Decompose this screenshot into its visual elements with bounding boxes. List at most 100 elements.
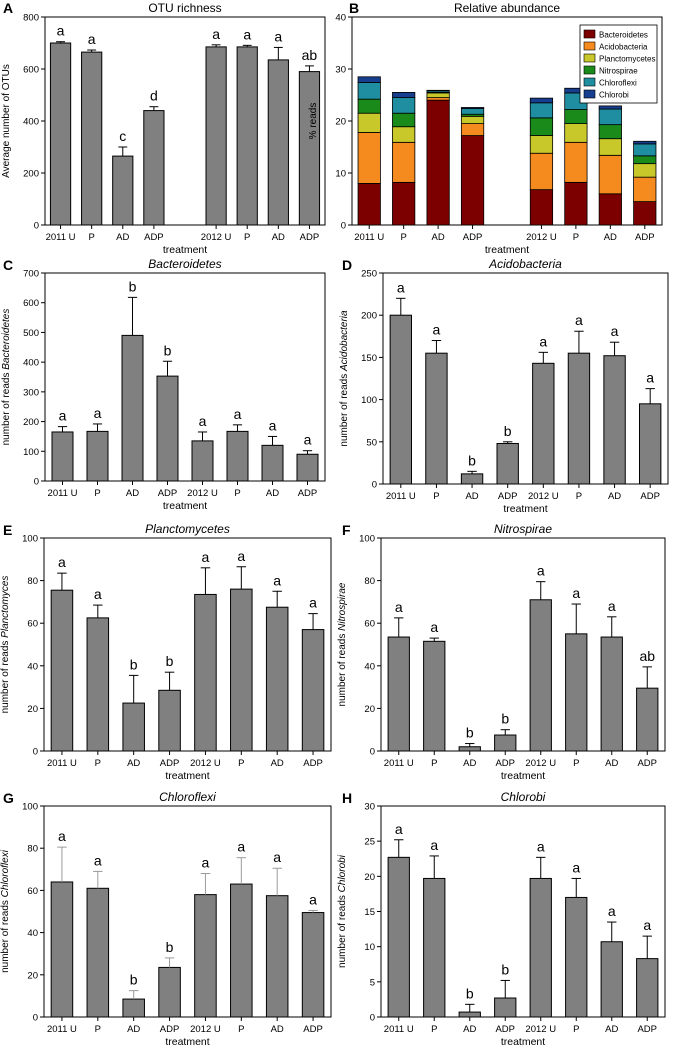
stack-segment-nitrospirae	[564, 109, 588, 124]
significance-letter: b	[130, 972, 138, 988]
significance-letter: a	[537, 838, 545, 854]
significance-letter: ab	[639, 648, 655, 664]
legend-swatch	[583, 41, 596, 51]
x-axis-label: treatment	[165, 1036, 209, 1048]
stack-segment-planctomycetes	[598, 138, 622, 156]
significance-letter: a	[58, 554, 66, 570]
bar-6	[230, 588, 253, 752]
x-axis-label: treatment	[501, 1036, 545, 1048]
legend-swatch	[583, 53, 596, 63]
bar-1	[389, 314, 412, 485]
y-tick-label: 600	[23, 65, 39, 76]
legend-swatch	[583, 77, 596, 87]
stack-segment-acidobacteria	[633, 176, 657, 203]
x-tick-label: 2012 U	[190, 1024, 221, 1035]
bar-7	[265, 606, 289, 752]
y-axis-label-prefix: number of reads	[0, 638, 11, 714]
legend-label: Nitrospirae	[599, 67, 638, 76]
panel-d: D Acidobacteria 0 50 100 150 200 250 number of r…	[339, 257, 669, 515]
y-tick-label: 0	[370, 747, 375, 758]
legend-label: Chloroflexi	[599, 79, 637, 88]
stack-segment-acidobacteria	[598, 154, 622, 195]
y-axis-label-prefix: number of reads	[337, 892, 348, 968]
y-tick-label: 60	[27, 886, 38, 897]
x-tick-label: 2012 U	[525, 1024, 556, 1035]
x-tick-label: AD	[463, 758, 476, 769]
significance-letter: a	[304, 432, 312, 448]
bar-1	[387, 636, 410, 752]
y-tick-label: 200	[23, 169, 39, 180]
legend-label: Planctomycetes	[599, 55, 655, 64]
y-tick-label: 40	[27, 928, 38, 939]
chart-title: Chloroflexi	[159, 790, 216, 804]
significance-letter: b	[164, 342, 172, 358]
stack-segment-acidobacteria	[564, 141, 588, 183]
y-axis-label-taxon: Chlorobi	[337, 854, 348, 892]
stack-segment-bacteroidetes	[529, 189, 554, 226]
x-tick-label: P	[431, 1024, 437, 1035]
significance-letter: a	[199, 413, 207, 429]
bar-6	[230, 883, 253, 1018]
y-tick-label: 200	[23, 417, 39, 428]
y-tick-label: 100	[22, 534, 38, 545]
stack-segment-chlorobi	[633, 140, 657, 145]
y-tick-label: 20	[335, 117, 346, 128]
significance-letter: b	[504, 423, 512, 439]
significance-letter: b	[129, 278, 137, 294]
x-tick-label: AD	[432, 232, 445, 243]
x-tick-label: 2012 U	[526, 232, 557, 243]
stack-segment-planctomycetes	[460, 115, 485, 124]
significance-letter: a	[94, 852, 102, 868]
y-axis-label-prefix: number of reads	[1, 370, 12, 446]
x-tick-label: 2012 U	[190, 758, 221, 769]
significance-letter: a	[202, 549, 210, 565]
y-tick-label: 400	[23, 358, 39, 369]
stack-segment-planctomycetes	[529, 135, 554, 154]
y-axis-label: number of reads Acidobacteria	[339, 310, 350, 447]
bar-1	[50, 589, 74, 752]
significance-letter: a	[572, 859, 580, 875]
y-axis-label: number of reads Bacteroidetes	[1, 309, 12, 446]
panel-letter: D	[342, 257, 352, 273]
bar-8	[639, 403, 662, 485]
stack-segment-acidobacteria	[529, 152, 554, 191]
bar-4	[496, 442, 519, 485]
x-tick-label: AD	[271, 758, 284, 769]
y-axis-label-prefix: number of reads	[337, 631, 348, 707]
y-tick-label: 50	[366, 437, 377, 448]
stack-segment-nitrospirae	[357, 98, 381, 114]
panel-letter: F	[342, 522, 351, 538]
bar-4	[494, 997, 517, 1018]
x-tick-label: ADP	[498, 491, 518, 502]
x-tick-label: AD	[605, 1024, 618, 1035]
stack-segment-chlorobi	[426, 89, 450, 92]
significance-letter: a	[575, 312, 583, 328]
x-tick-label: AD	[116, 232, 129, 243]
x-tick-label: 2012 U	[201, 232, 232, 243]
y-tick-label: 400	[23, 117, 39, 128]
bar-8	[301, 912, 325, 1018]
stack-segment-planctomycetes	[392, 126, 416, 143]
x-tick-label: ADP	[158, 488, 178, 499]
significance-letter: a	[643, 917, 651, 933]
bar-2	[86, 617, 110, 752]
x-tick-label: 2011 U	[47, 758, 77, 769]
stack-segment-nitrospirae	[529, 117, 554, 136]
significance-letter: b	[166, 653, 174, 669]
bar-7	[265, 895, 289, 1018]
bar-6	[226, 430, 249, 482]
stack-segment-bacteroidetes	[564, 181, 588, 226]
legend-label: Chlorobi	[599, 91, 629, 100]
y-axis-label: Average number of OTUs	[1, 64, 12, 178]
stack-segment-chlorobi	[392, 92, 416, 99]
chart-title: Nitrospirae	[494, 522, 552, 536]
legend-label: Acidobacteria	[599, 43, 648, 52]
x-tick-label: P	[573, 758, 579, 769]
x-tick-label: ADP	[300, 232, 320, 243]
bar-5	[194, 894, 217, 1018]
x-tick-label: P	[573, 232, 579, 243]
x-tick-label: AD	[604, 232, 617, 243]
y-tick-label: 150	[361, 353, 377, 364]
x-tick-label: AD	[465, 491, 478, 502]
bar-6	[565, 633, 588, 752]
